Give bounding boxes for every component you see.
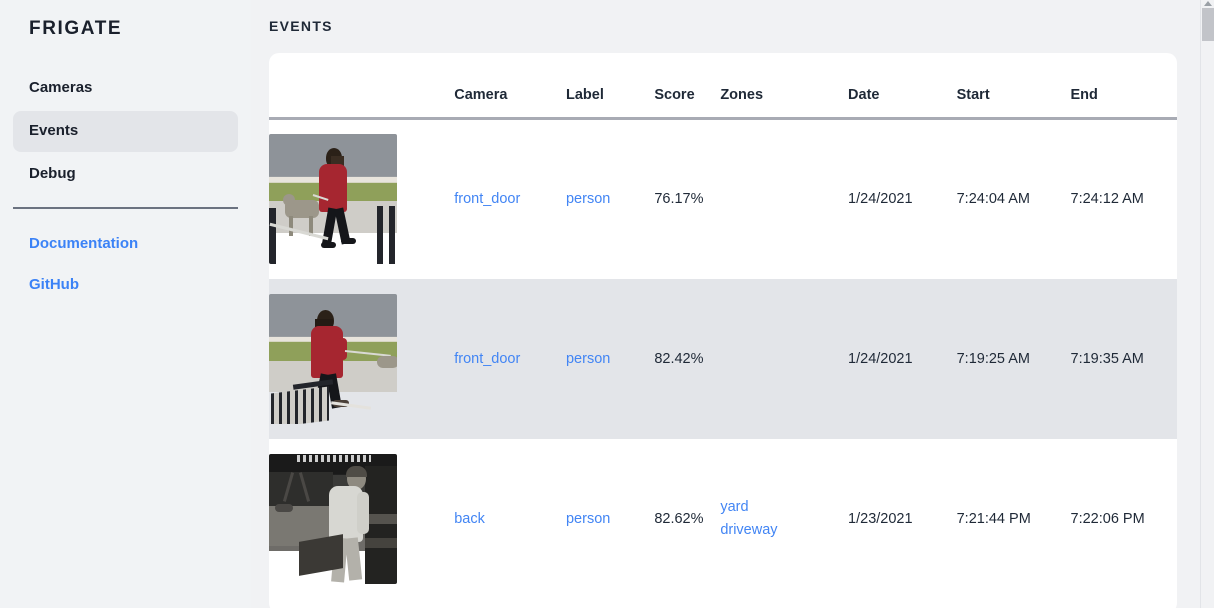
sidebar-divider (13, 207, 238, 210)
event-zone-link[interactable]: driveway (720, 521, 778, 538)
sidebar-links: Documentation GitHub (0, 224, 251, 306)
sidebar-item-debug[interactable]: Debug (29, 164, 76, 182)
table-row[interactable]: front_door person 76.17% 1/24/2021 7:24:… (269, 119, 1177, 279)
event-thumbnail-image[interactable] (269, 453, 397, 584)
sidebar-item-cameras[interactable]: Cameras (29, 79, 93, 96)
event-label-link[interactable]: person (565, 350, 611, 367)
event-camera-link[interactable]: back (454, 510, 485, 527)
event-thumbnail-image[interactable] (269, 134, 397, 265)
column-header-camera[interactable]: Camera (454, 53, 566, 120)
event-label-cell: person (566, 279, 654, 439)
sidebar-item-events[interactable]: Events (13, 110, 238, 152)
event-start-cell: 7:21:44 PM (956, 510, 1031, 527)
column-header-start[interactable]: Start (956, 53, 1071, 120)
events-table: Camera Label Score Zones Date Start End (269, 53, 1177, 599)
sidebar: FRIGATE Cameras Events Debug Documentati… (0, 0, 251, 608)
table-header-row: Camera Label Score Zones Date Start End (269, 53, 1177, 120)
event-date-cell: 1/24/2021 (848, 191, 913, 208)
event-zone-link[interactable]: yard (720, 499, 749, 516)
scrollbar-thumb[interactable] (1202, 8, 1214, 41)
event-date-cell: 1/23/2021 (848, 510, 913, 527)
event-camera-cell: front_door (454, 119, 566, 279)
event-label-cell: person (566, 439, 654, 599)
app-logo-title: FRIGATE (29, 18, 123, 39)
scroll-up-arrow-icon[interactable] (1204, 1, 1212, 6)
column-header-zones[interactable]: Zones (720, 53, 849, 120)
event-thumbnail-cell[interactable] (269, 279, 454, 439)
event-score-cell: 82.42% (654, 350, 704, 367)
event-zones-cell (720, 279, 848, 439)
sidebar-link-github[interactable]: GitHub (29, 276, 79, 293)
event-score-cell: 76.17% (654, 191, 704, 208)
event-label-cell: person (566, 119, 654, 279)
page-scrollbar[interactable] (1200, 0, 1214, 608)
event-start-cell: 7:24:04 AM (956, 191, 1030, 208)
event-label-link[interactable]: person (565, 191, 611, 208)
page-title: EVENTS (269, 18, 333, 34)
event-zones-cell (720, 119, 848, 279)
main-content: EVENTS Camera Label Score Zones Date Sta… (251, 0, 1214, 608)
timestamp-overlay (297, 454, 371, 462)
column-header-thumbnail[interactable] (269, 53, 455, 120)
events-table-header: Camera Label Score Zones Date Start End (269, 53, 1177, 120)
event-end-cell: 7:19:35 AM (1070, 350, 1144, 367)
event-start-cell: 7:19:25 AM (956, 350, 1030, 367)
sidebar-link-documentation[interactable]: Documentation (29, 235, 139, 253)
event-camera-link[interactable]: front_door (454, 191, 521, 208)
events-card: Camera Label Score Zones Date Start End (269, 53, 1177, 608)
event-thumbnail-image[interactable] (269, 293, 397, 424)
column-header-label[interactable]: Label (565, 53, 655, 120)
table-row[interactable]: front_door person 82.42% 1/24/2021 7:19:… (269, 278, 1177, 439)
column-header-date[interactable]: Date (848, 53, 957, 120)
event-thumbnail-cell[interactable] (269, 439, 454, 599)
event-camera-cell: front_door (454, 279, 566, 439)
event-camera-cell: back (454, 439, 566, 599)
event-zones-cell: yard driveway (720, 439, 848, 599)
event-score-cell: 82.62% (654, 510, 704, 527)
event-end-cell: 7:22:06 PM (1070, 510, 1145, 527)
events-table-body: front_door person 76.17% 1/24/2021 7:24:… (269, 119, 1177, 599)
column-header-score[interactable]: Score (654, 53, 721, 120)
event-thumbnail-cell[interactable] (269, 119, 454, 279)
column-header-end[interactable]: End (1070, 53, 1177, 120)
event-end-cell: 7:24:12 AM (1070, 191, 1144, 208)
table-row[interactable]: back person 82.62% yard driveway 1/23/20… (269, 439, 1177, 599)
sidebar-nav: Cameras Events Debug (0, 68, 251, 194)
event-camera-link[interactable]: front_door (454, 350, 521, 367)
event-label-link[interactable]: person (565, 510, 611, 527)
event-date-cell: 1/24/2021 (848, 350, 913, 367)
